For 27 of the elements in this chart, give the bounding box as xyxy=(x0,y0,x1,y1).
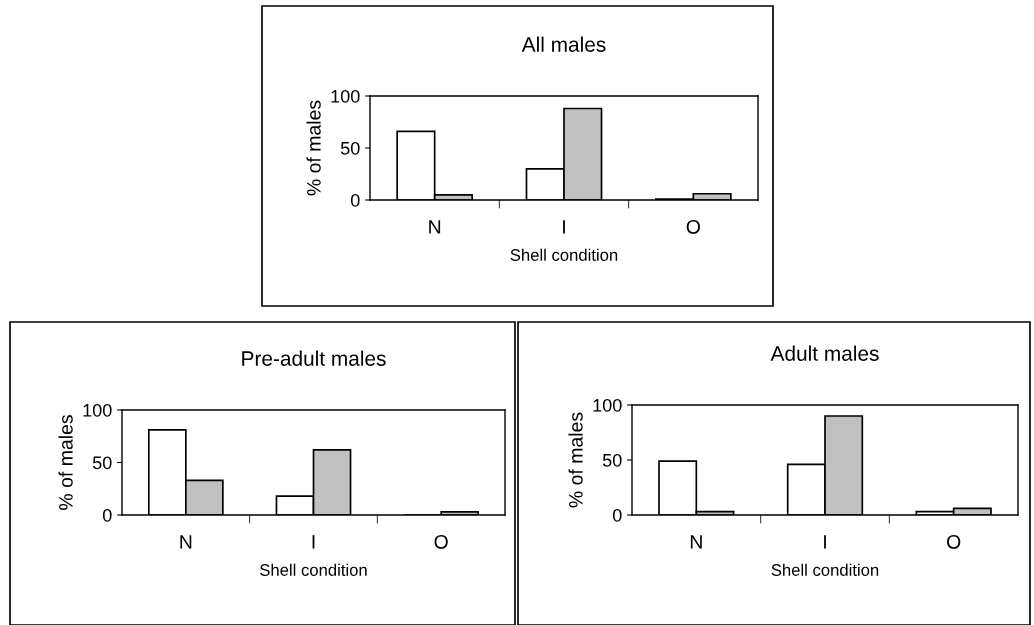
y-axis-title: % of males xyxy=(58,415,73,510)
y-tick-label: 50 xyxy=(340,141,360,155)
chart-title: All males xyxy=(521,36,606,52)
y-axis-title: % of males xyxy=(306,100,321,196)
x-tick-label: N xyxy=(429,220,441,234)
y-tick-label: 100 xyxy=(83,403,112,417)
y-tick-label: 100 xyxy=(593,398,622,412)
y-tick-label: 0 xyxy=(102,508,112,522)
x-axis-title: Shell condition xyxy=(510,248,618,261)
y-tick-label: 100 xyxy=(331,89,360,103)
x-tick-label: O xyxy=(947,534,961,549)
x-tick-label: N xyxy=(690,535,702,549)
x-axis-title: Shell condition xyxy=(260,563,367,576)
y-tick-label: 0 xyxy=(350,193,360,207)
chart-title: Pre-adult males xyxy=(242,350,386,366)
x-tick-label: I xyxy=(563,220,565,234)
y-axis-title: % of males xyxy=(568,412,583,508)
y-tick-label: 50 xyxy=(92,456,112,470)
x-tick-label: O xyxy=(686,219,700,234)
x-tick-label: N xyxy=(180,535,192,549)
x-axis-title: Shell condition xyxy=(771,563,879,576)
x-tick-label: I xyxy=(824,535,826,549)
x-tick-label: O xyxy=(434,534,448,549)
x-tick-label: I xyxy=(312,535,315,549)
y-tick-label: 50 xyxy=(602,453,622,467)
y-tick-label: 0 xyxy=(612,508,622,522)
chart-title: Adult males xyxy=(770,345,879,361)
